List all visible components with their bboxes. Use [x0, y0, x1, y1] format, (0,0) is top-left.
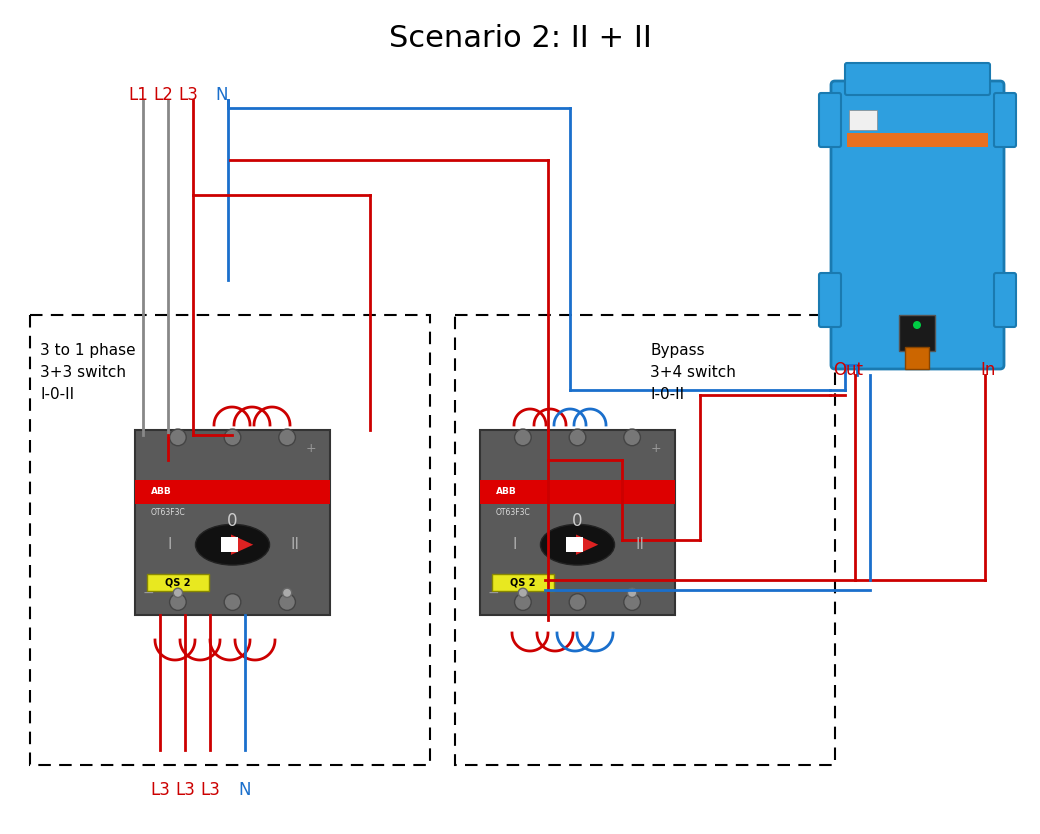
- FancyBboxPatch shape: [820, 93, 841, 147]
- Text: N: N: [239, 781, 252, 799]
- Circle shape: [627, 588, 636, 597]
- Circle shape: [569, 594, 586, 610]
- Text: −: −: [488, 585, 499, 600]
- Text: Out: Out: [833, 361, 863, 379]
- Bar: [847, 133, 988, 147]
- FancyBboxPatch shape: [480, 430, 675, 615]
- Text: −: −: [142, 585, 155, 600]
- FancyBboxPatch shape: [135, 430, 330, 615]
- Text: QS 2: QS 2: [165, 578, 190, 588]
- Circle shape: [279, 429, 295, 445]
- Text: OT63F3C: OT63F3C: [496, 508, 530, 517]
- Bar: [147, 575, 209, 591]
- Bar: [567, 537, 582, 551]
- Text: L2: L2: [153, 86, 173, 104]
- Ellipse shape: [196, 525, 269, 565]
- Text: QS 2: QS 2: [511, 578, 536, 588]
- Circle shape: [225, 429, 241, 445]
- Text: L3: L3: [175, 781, 194, 799]
- FancyBboxPatch shape: [994, 93, 1016, 147]
- Circle shape: [279, 594, 295, 610]
- Polygon shape: [231, 535, 254, 555]
- Circle shape: [518, 588, 527, 597]
- Text: L3: L3: [150, 781, 170, 799]
- Text: ABB: ABB: [496, 488, 516, 496]
- Circle shape: [170, 594, 186, 610]
- Text: 3 to 1 phase
3+3 switch
I-0-II: 3 to 1 phase 3+3 switch I-0-II: [40, 343, 135, 402]
- Text: Bypass
3+4 switch
I-0-II: Bypass 3+4 switch I-0-II: [650, 343, 736, 402]
- Circle shape: [170, 429, 186, 445]
- Text: Scenario 2: II + II: Scenario 2: II + II: [389, 23, 651, 53]
- Circle shape: [225, 594, 241, 610]
- FancyBboxPatch shape: [844, 63, 990, 95]
- Text: In: In: [981, 361, 995, 379]
- Text: +: +: [650, 442, 660, 455]
- Circle shape: [515, 594, 531, 610]
- Text: I: I: [513, 537, 517, 552]
- Polygon shape: [576, 535, 598, 555]
- Text: L3: L3: [200, 781, 219, 799]
- Circle shape: [624, 429, 641, 445]
- Circle shape: [624, 594, 641, 610]
- Text: II: II: [635, 537, 645, 552]
- Text: OT63F3C: OT63F3C: [151, 508, 185, 517]
- Ellipse shape: [541, 525, 615, 565]
- FancyBboxPatch shape: [831, 81, 1004, 369]
- Bar: [899, 315, 935, 351]
- Text: I: I: [167, 537, 173, 552]
- Bar: [480, 480, 675, 504]
- Text: 0: 0: [572, 512, 582, 530]
- Text: 0: 0: [228, 512, 238, 530]
- Circle shape: [913, 321, 921, 329]
- Circle shape: [283, 588, 292, 597]
- Circle shape: [569, 429, 586, 445]
- Text: N: N: [215, 86, 228, 104]
- Text: ABB: ABB: [151, 488, 172, 496]
- Bar: [135, 480, 330, 504]
- FancyBboxPatch shape: [820, 273, 841, 327]
- Text: L1: L1: [128, 86, 148, 104]
- Text: II: II: [290, 537, 300, 552]
- Circle shape: [515, 429, 531, 445]
- Bar: [849, 110, 877, 130]
- Bar: [222, 537, 238, 551]
- Text: +: +: [305, 442, 316, 455]
- Circle shape: [174, 588, 183, 597]
- Bar: [492, 575, 554, 591]
- Text: L3: L3: [178, 86, 198, 104]
- FancyBboxPatch shape: [994, 273, 1016, 327]
- Bar: [905, 347, 929, 369]
